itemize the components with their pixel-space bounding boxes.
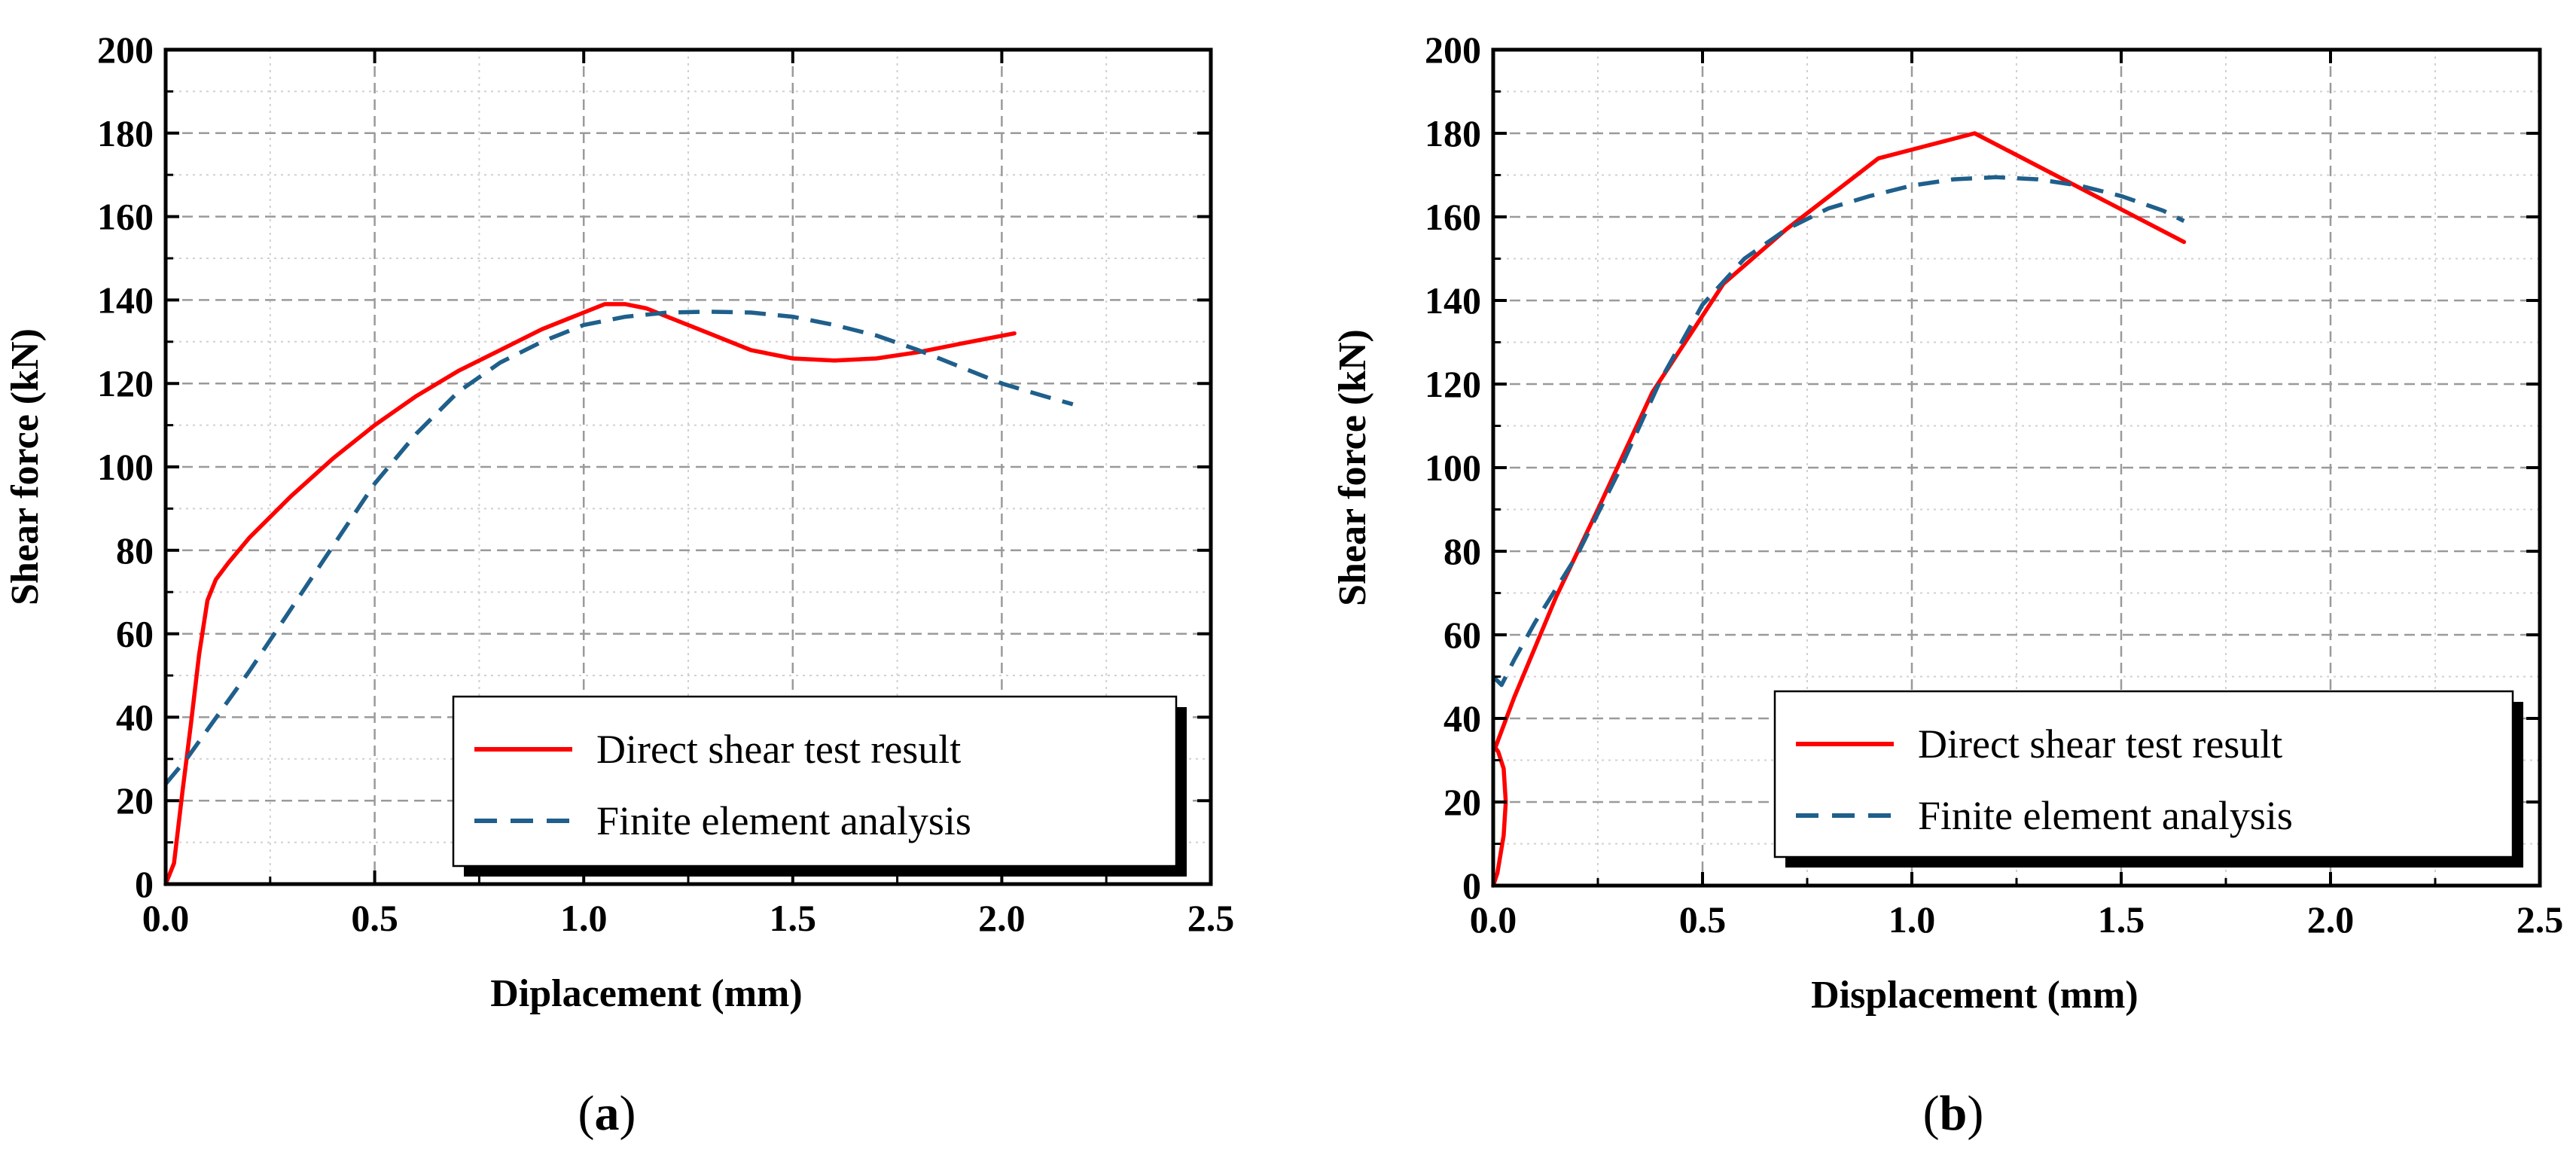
x-tick-label: 2.5 [1187, 897, 1235, 939]
series-group [163, 302, 1074, 886]
y-tick-label: 40 [116, 696, 154, 738]
y-tick-label: 100 [97, 446, 154, 488]
y-tick-label: 0 [135, 863, 154, 905]
y-tick-label: 180 [97, 112, 154, 154]
series-line-test [163, 302, 1017, 886]
series-group [1491, 131, 2187, 888]
x-tick-label: 2.5 [2517, 898, 2564, 941]
y-tick-labels: 0 20 40 60 80 100 120 140 160 180 200 [97, 29, 154, 905]
series-line-test [1491, 131, 2187, 888]
legend-label-test: Direct shear test result [1918, 721, 2282, 767]
x-tick-label: 2.0 [978, 897, 1026, 939]
y-tick-label: 60 [116, 613, 154, 655]
y-tick-label: 20 [116, 779, 154, 822]
y-tick-label: 120 [1425, 363, 1481, 405]
ticks [1492, 48, 2541, 887]
panel-caption-close: ) [1967, 1086, 1983, 1141]
legend-box [1773, 690, 2514, 858]
x-tick-labels: 0.0 0.5 1.0 1.5 2.0 2.5 [1470, 898, 2564, 941]
panel-a: 0.0 0.5 1.0 1.5 2.0 2.5 0 20 40 60 80 100 120 140 160 1… [4, 29, 1234, 1141]
y-tick-label: 200 [97, 29, 154, 71]
y-tick-label: 40 [1443, 697, 1481, 739]
legend-label-test: Direct shear test result [596, 727, 961, 772]
ticks [164, 48, 1212, 886]
panel-caption: (a) [578, 1086, 636, 1141]
panel-caption-open: ( [578, 1086, 595, 1141]
x-tick-label: 1.0 [560, 897, 608, 939]
x-tick-label: 0.0 [142, 897, 190, 939]
y-axis-title: Shear force (kN) [1331, 329, 1374, 606]
grid [1493, 50, 2540, 886]
legend: Direct shear test result Finite element a… [1773, 690, 2523, 868]
x-tick-label: 1.0 [1889, 898, 1936, 941]
x-tick-label: 2.0 [2307, 898, 2355, 941]
y-tick-label: 200 [1425, 29, 1481, 71]
series-line-fea [1492, 175, 2185, 688]
y-tick-label: 160 [97, 196, 154, 238]
panel-caption-close: ) [620, 1086, 636, 1141]
x-tick-label: 0.5 [1679, 898, 1727, 941]
panel-caption-open: ( [1923, 1086, 1940, 1141]
panel-caption-letter: b [1940, 1086, 1968, 1141]
x-tick-label: 0.5 [351, 897, 398, 939]
legend-box [452, 695, 1178, 868]
y-tick-label: 140 [97, 279, 154, 321]
x-tick-label: 1.5 [770, 897, 817, 939]
y-tick-label: 160 [1425, 196, 1481, 238]
y-axis-title: Shear force (kN) [4, 328, 47, 605]
x-axis-title: Diplacement (mm) [490, 972, 802, 1015]
y-tick-label: 120 [97, 362, 154, 404]
legend-label-fea: Finite element analysis [1918, 793, 2293, 838]
legend: Direct shear test result Finite element a… [452, 695, 1187, 877]
y-tick-label: 80 [116, 529, 154, 572]
y-tick-label: 20 [1443, 781, 1481, 823]
y-tick-label: 100 [1425, 447, 1481, 489]
y-tick-labels: 0 20 40 60 80 100 120 140 160 180 200 [1425, 29, 1481, 907]
grid [166, 50, 1211, 884]
panel-caption-letter: a [595, 1086, 620, 1141]
panel-b: 0.0 0.5 1.0 1.5 2.0 2.5 0 20 40 60 80 100 120 140 160 1… [1331, 29, 2563, 1141]
legend-label-fea: Finite element analysis [596, 798, 971, 843]
x-axis-title: Displacement (mm) [1811, 974, 2139, 1017]
series-line-fea [163, 310, 1074, 785]
x-tick-label: 1.5 [2098, 898, 2145, 941]
y-tick-label: 140 [1425, 279, 1481, 322]
x-tick-labels: 0.0 0.5 1.0 1.5 2.0 2.5 [142, 897, 1235, 939]
y-tick-label: 180 [1425, 112, 1481, 154]
y-tick-label: 80 [1443, 530, 1481, 572]
panel-caption: (b) [1923, 1086, 1984, 1141]
y-tick-label: 60 [1443, 614, 1481, 656]
y-tick-label: 0 [1462, 865, 1481, 907]
x-tick-label: 0.0 [1470, 898, 1517, 941]
